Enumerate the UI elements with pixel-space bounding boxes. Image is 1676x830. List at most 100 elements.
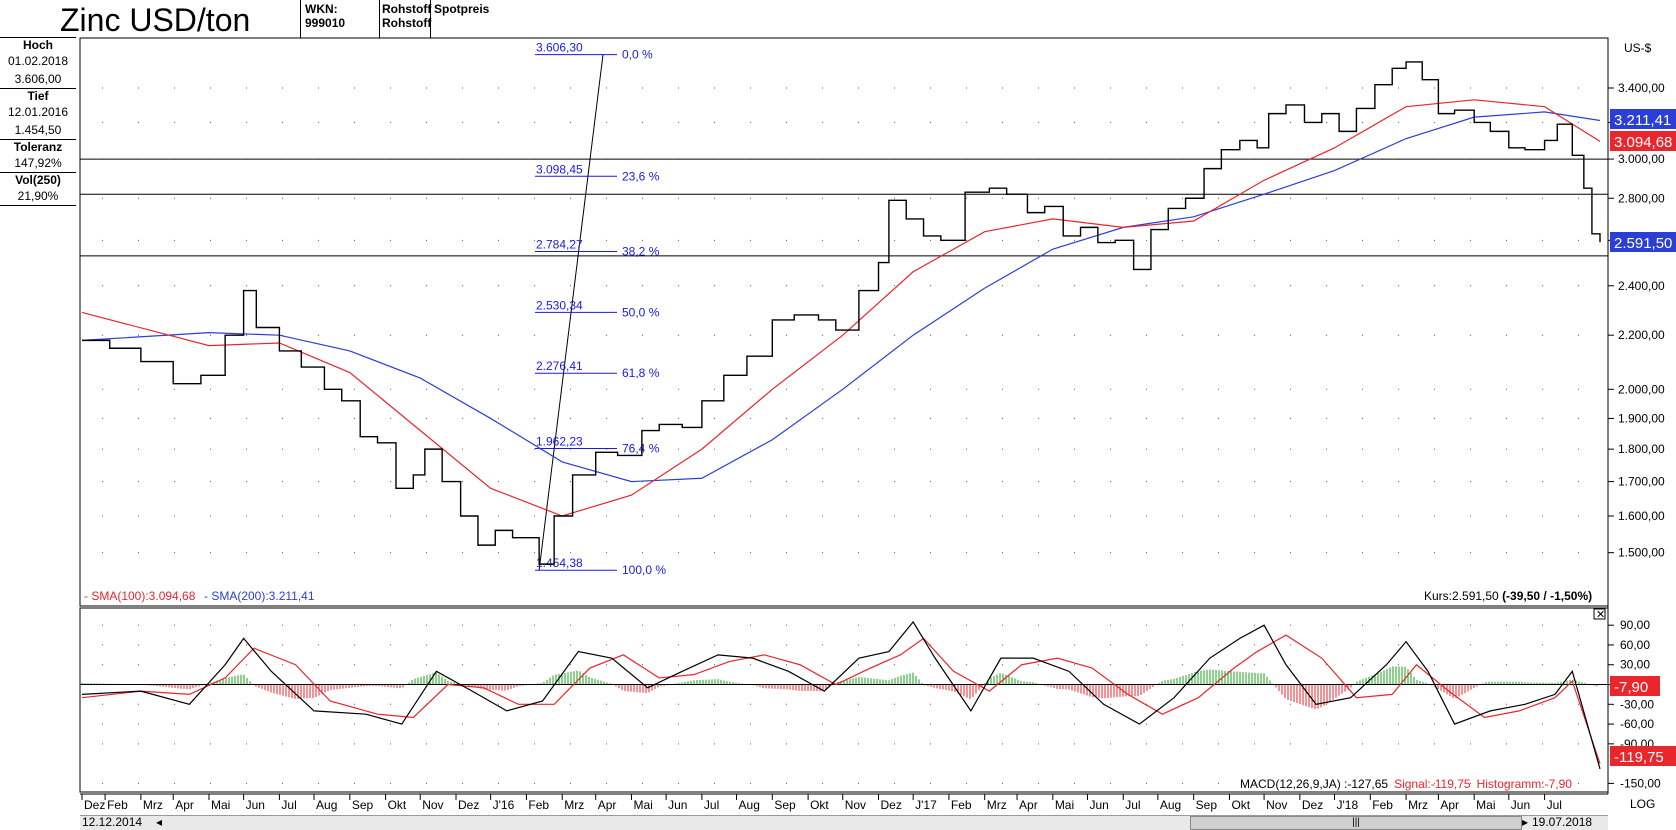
x-tick-label: Mrz: [564, 798, 584, 812]
badge-macd-signal: -119,75: [1610, 746, 1676, 766]
price-type-box: Spotpreis: [430, 0, 492, 38]
macd-y-tick-label: 30,00: [1620, 658, 1650, 672]
x-tick-label: Jun: [246, 798, 265, 812]
x-tick-label: Nov: [1266, 798, 1287, 812]
month-axis: Dez Feb Mrz Apr Mai Jun Jul Aug Sep Okt Nov Dez J'16…: [81, 794, 1562, 812]
price-series: [81, 61, 1601, 565]
macd-legend: MACD(12,26,9,JA) :-127,65 Signal:-119,75 H…: [1240, 777, 1572, 791]
x-tick-label: Apr: [1019, 798, 1038, 812]
wkn-box: WKN: 999010: [300, 0, 380, 38]
series-line-sma-200-: [81, 111, 1601, 483]
x-tick-label: Sep: [352, 798, 374, 812]
x-tick-label: Mai: [1476, 798, 1495, 812]
macd-hist-positive: [81, 666, 1589, 685]
y-tick-label: 1.800,00: [1618, 442, 1665, 456]
macd-lines: [80, 620, 1608, 770]
fibonacci-retracement: 3.606,30 0,0 % 3.098,45 23,6 % 2.784,27 38,2 …: [535, 41, 666, 577]
x-tick-label: Jul: [704, 798, 719, 812]
tief-date: 12.01.2016: [7, 105, 69, 119]
macd-y-tick-label: 90,00: [1620, 618, 1650, 632]
x-tick-label: Mai: [1055, 798, 1074, 812]
fib-level-value: 1.454,38: [536, 556, 583, 570]
x-tick-label: Jun: [1511, 798, 1530, 812]
fib-level-value: 3.606,30: [536, 41, 583, 55]
log-toggle[interactable]: LOG: [1630, 797, 1655, 811]
fib-level-value: 2.784,27: [536, 238, 583, 252]
scroll-thumb[interactable]: |||: [1190, 816, 1522, 830]
x-tick-label: Mrz: [1408, 798, 1428, 812]
x-tick-label: Mrz: [987, 798, 1007, 812]
x-tick-label: Okt: [810, 798, 829, 812]
series-line-kurs: [82, 61, 1601, 565]
y-tick-label: 2.800,00: [1618, 191, 1665, 205]
x-tick-label: J'17: [915, 798, 937, 812]
fib-level-pct: 100,0 %: [622, 563, 666, 577]
legend-sma200: - SMA(200):3.211,41: [204, 589, 315, 603]
kurs-label: Kurs:2.591,50 (-39,50 / -1,50%): [1424, 589, 1592, 603]
x-tick-label: Feb: [951, 798, 972, 812]
macd-close-button[interactable]: [1593, 608, 1606, 620]
wkn-label: WKN: 999010: [305, 2, 346, 30]
macd-histogram: [81, 666, 1598, 710]
close-icon: ✕: [1596, 609, 1605, 621]
x-tick-label: J'16: [493, 798, 515, 812]
macd-line-macd: [81, 620, 1601, 770]
series-line-sma-100-: [81, 99, 1601, 517]
x-tick-label: Mai: [633, 798, 652, 812]
x-tick-label: Dez: [458, 798, 479, 812]
scroll-right-button[interactable]: ▸: [1522, 815, 1529, 829]
macd-y-tick-label: 60,00: [1620, 638, 1650, 652]
x-tick-label: Nov: [422, 798, 443, 812]
x-tick-label: Jul: [1125, 798, 1140, 812]
x-tick-label: Apr: [598, 798, 617, 812]
horizontal-lines: [80, 158, 1608, 257]
badge-sma200: 3.211,41: [1610, 109, 1676, 129]
kurs-text: Kurs:2.591,50: [1424, 589, 1499, 603]
y-tick-label: 3.000,00: [1618, 152, 1665, 166]
macd-legend-main: MACD(12,26,9,JA) :-127,65: [1240, 777, 1388, 791]
price-type-label: Spotpreis: [434, 2, 490, 16]
macd-hist-negative: [141, 684, 1598, 710]
y-tick-label: 2.200,00: [1618, 328, 1665, 342]
toleranz-value: 147,92%: [14, 156, 62, 170]
fib-level-value: 1.962,23: [536, 435, 583, 449]
tief-label: Tief: [0, 88, 76, 103]
macd-line-signal: [81, 634, 1601, 764]
x-tick-label: Sep: [774, 798, 796, 812]
x-tick-label: Jul: [1547, 798, 1562, 812]
macd-y-tick-label: -60,00: [1620, 717, 1654, 731]
fib-level-value: 3.098,45: [536, 162, 583, 176]
hoch-value: 3.606,00: [14, 72, 62, 86]
x-tick-label: Feb: [1372, 798, 1393, 812]
x-tick-label: Sep: [1196, 798, 1218, 812]
x-tick-label: Jun: [668, 798, 687, 812]
scroll-left-button[interactable]: ◂: [156, 815, 163, 829]
y-tick-label: 2.400,00: [1618, 279, 1665, 293]
grid-dots: [102, 87, 1579, 784]
legend-sma100: - SMA(100):3.094,68: [84, 589, 196, 603]
x-tick-label: Feb: [107, 798, 128, 812]
badge-price-text: 2.591,50: [1614, 235, 1672, 252]
y-tick-label: 1.700,00: [1618, 475, 1665, 489]
tief-value: 1.454,50: [14, 123, 62, 137]
y-tick-label: 1.600,00: [1618, 509, 1665, 523]
fib-level-pct: 38,2 %: [622, 245, 660, 259]
x-tick-label: Okt: [1231, 798, 1250, 812]
badge-macd-signal-text: -119,75: [1614, 749, 1664, 766]
scroll-grip: |||: [1352, 817, 1360, 828]
x-tick-label: Okt: [388, 798, 407, 812]
x-tick-label: Apr: [1440, 798, 1459, 812]
fib-level-pct: 76,4 %: [622, 442, 660, 456]
macd-y-tick-label: -150,00: [1620, 776, 1661, 790]
legend-sma100-text: - SMA(100):3.094,68: [84, 589, 196, 603]
vol-label: Vol(250): [0, 172, 76, 187]
fib-level-pct: 23,6 %: [622, 169, 660, 183]
price-panel-frame: [79, 37, 1609, 607]
badge-sma200-text: 3.211,41: [1614, 112, 1671, 129]
date-start: 12.12.2014: [82, 815, 143, 829]
toleranz-label: Toleranz: [0, 139, 76, 154]
x-tick-label: Dez: [84, 798, 105, 812]
x-tick-label: J'18: [1336, 798, 1358, 812]
badge-sma100: 3.094,68: [1610, 131, 1676, 151]
